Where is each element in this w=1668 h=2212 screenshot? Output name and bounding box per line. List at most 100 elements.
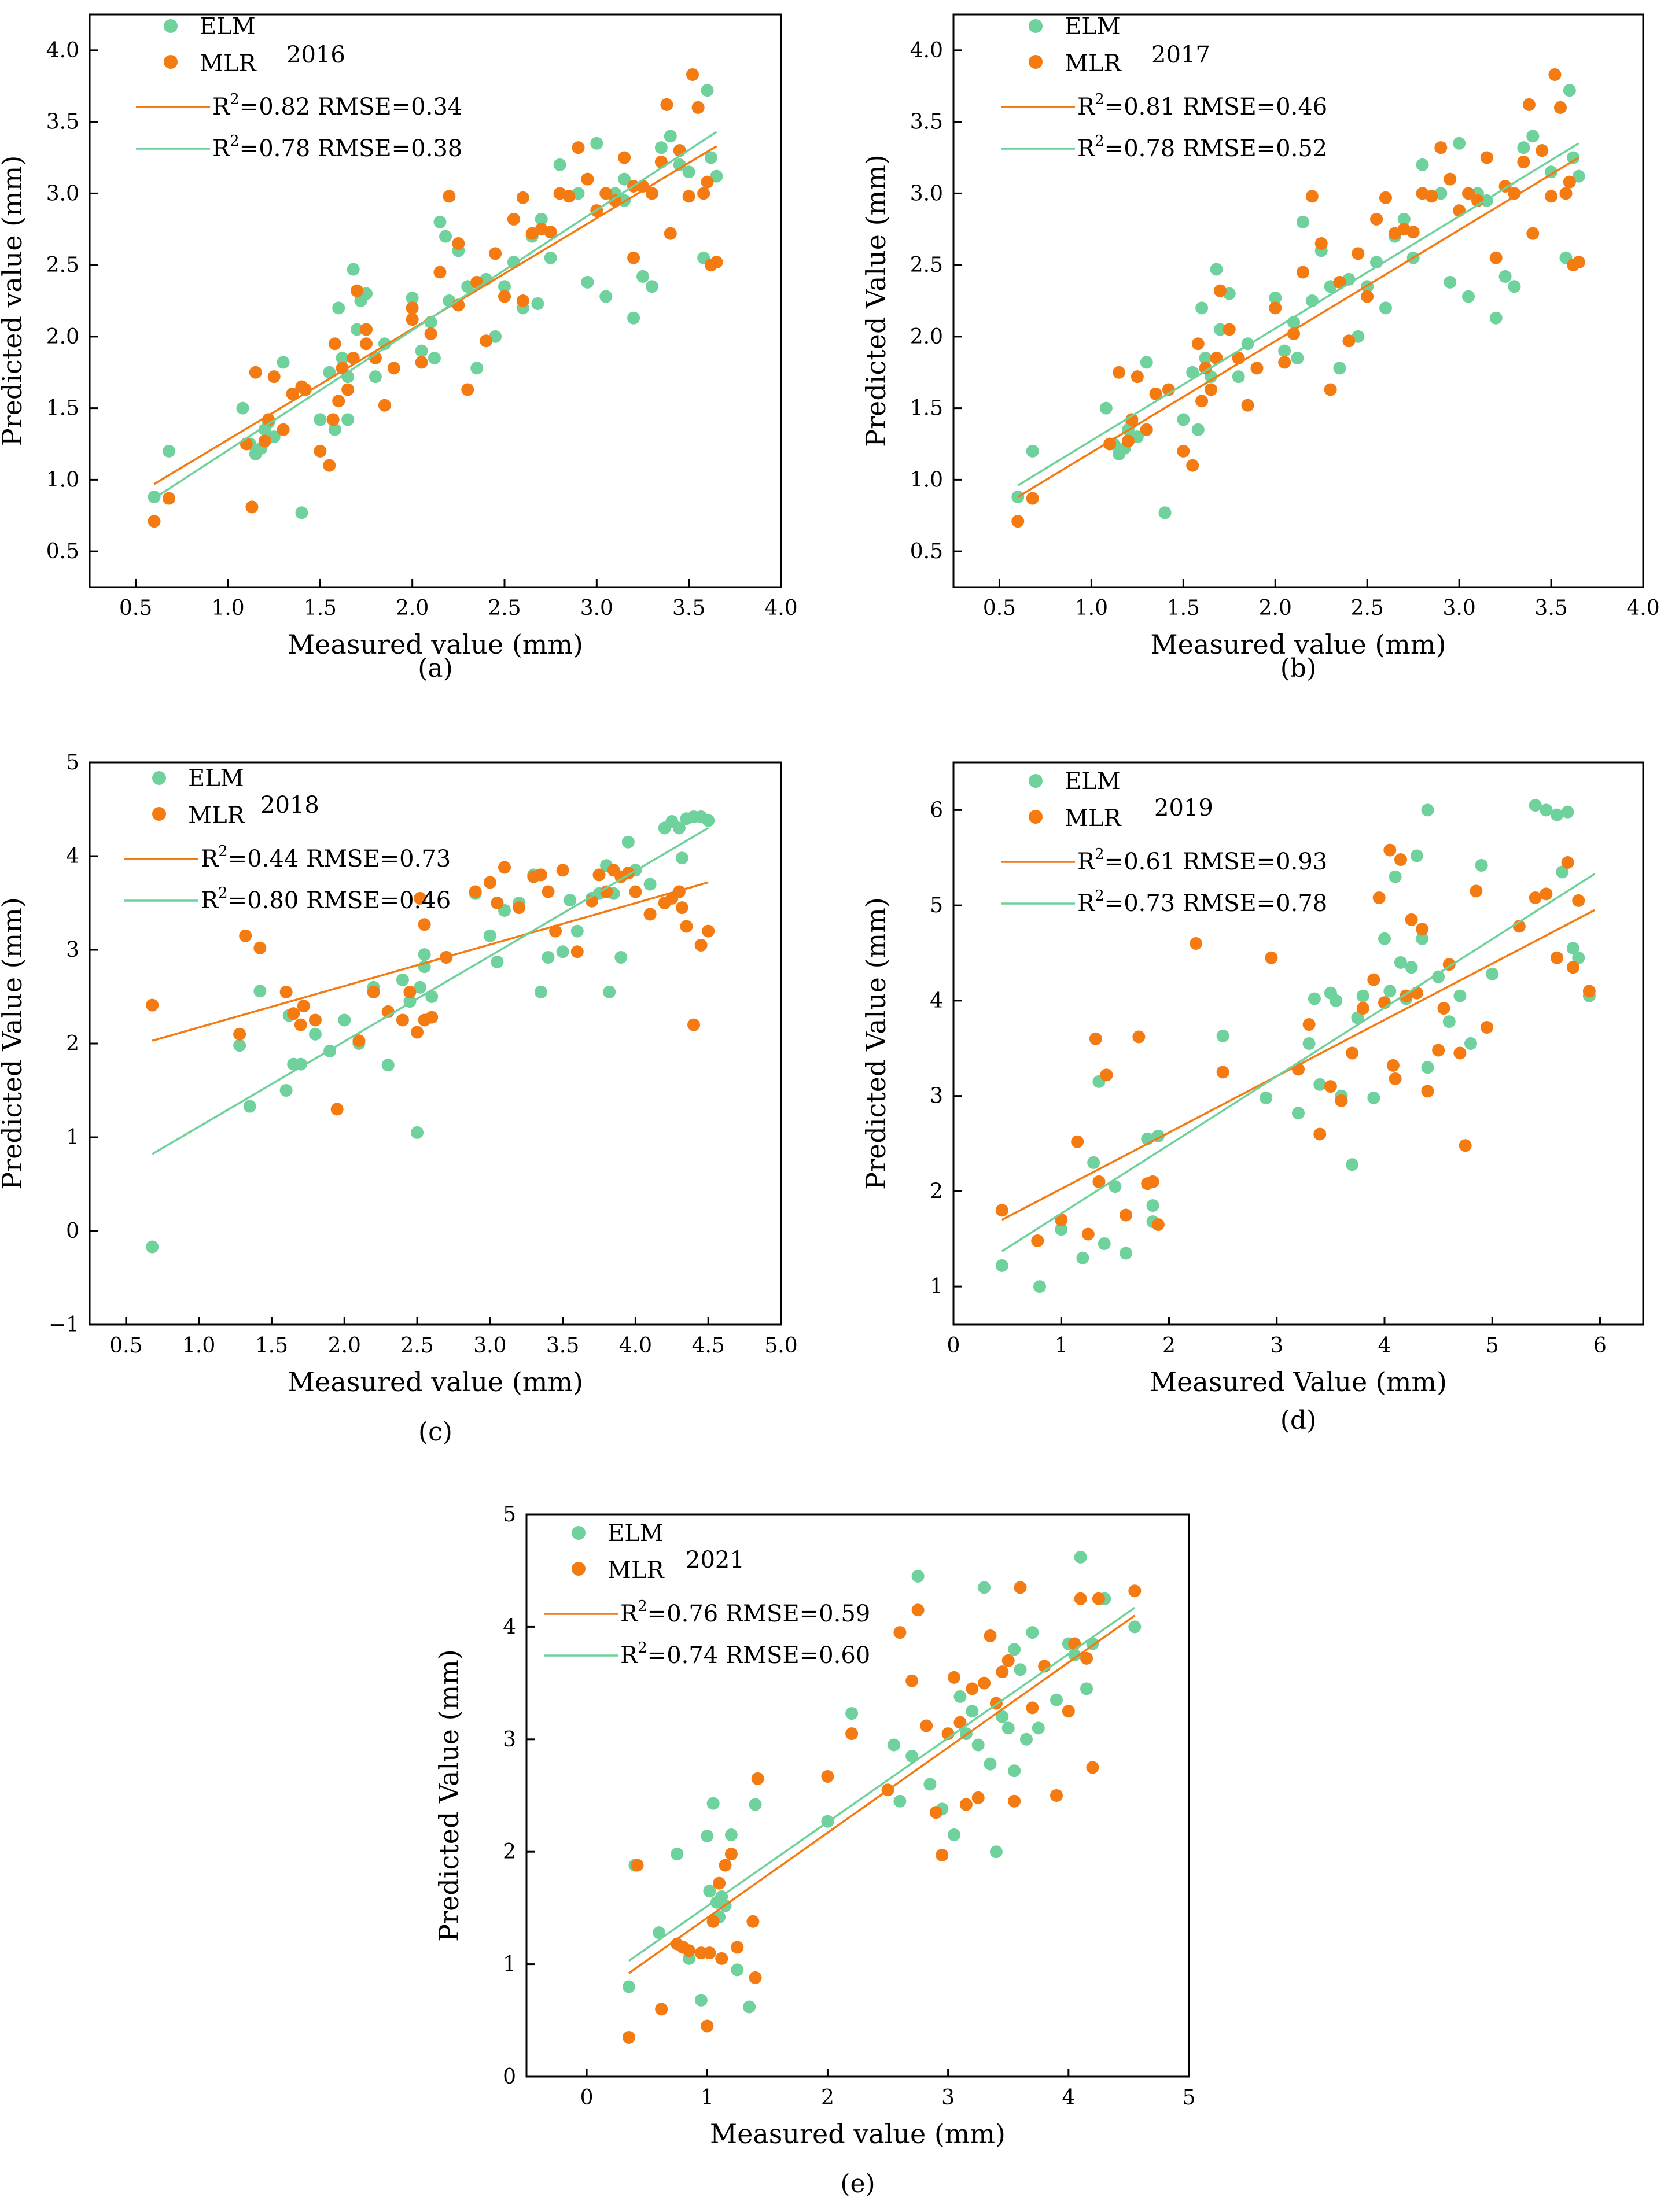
mlr-point [1517, 155, 1530, 168]
elm-point [1556, 865, 1569, 879]
mlr-point [1149, 387, 1162, 400]
mlr-point [249, 366, 262, 379]
mlr-point [498, 861, 511, 874]
elm-point [1278, 344, 1291, 357]
mlr-point [323, 459, 336, 472]
x-tick-label: 0.5 [119, 596, 152, 620]
elm-point [845, 1707, 859, 1720]
mlr-point [1335, 1094, 1348, 1107]
mlr-point [1394, 853, 1407, 867]
mlr-point [1081, 1227, 1095, 1241]
x-tick-label: 3.0 [580, 596, 613, 620]
mlr-point [691, 101, 705, 114]
mlr-point [1026, 492, 1039, 505]
year-label: 2017 [1151, 42, 1210, 68]
elm-point [498, 280, 511, 293]
elm-point [295, 506, 308, 519]
x-axis-label: Measured value (mm) [288, 629, 583, 660]
y-tick-label: 3.0 [910, 182, 943, 205]
x-tick-label: 4 [1062, 2086, 1075, 2110]
mlr-point [489, 247, 502, 260]
mlr-point [1068, 1637, 1081, 1650]
elm-point [1001, 1721, 1015, 1735]
legend-mlr-fit-label: R2=0.76 RMSE=0.59 [620, 1598, 870, 1627]
mlr-point [706, 1915, 720, 1928]
x-tick-label: 1.5 [255, 1334, 288, 1358]
elm-point [966, 1705, 979, 1718]
mlr-point [1302, 1018, 1316, 1031]
year-label: 2018 [260, 792, 319, 819]
elm-fit-line [1017, 142, 1579, 486]
x-axis-label: Measured Value (mm) [1150, 1366, 1447, 1398]
mlr-point [1186, 459, 1199, 472]
legend-elm-fit-label: R2=0.80 RMSE=0.46 [201, 884, 451, 914]
elm-point [1333, 362, 1346, 375]
mlr-point [664, 227, 677, 240]
mlr-point [1561, 856, 1574, 869]
mlr-point [1324, 1080, 1337, 1093]
elm-point [694, 1993, 708, 2007]
mlr-point [1121, 434, 1135, 448]
elm-point [1517, 141, 1530, 154]
elm-point [1405, 961, 1418, 974]
elm-point [1394, 956, 1407, 969]
elm-point [1529, 799, 1542, 812]
mlr-point [1432, 1044, 1445, 1057]
elm-point [1486, 967, 1499, 980]
elm-point [978, 1581, 991, 1594]
mlr-point [1324, 383, 1337, 396]
elm-point [887, 1738, 900, 1752]
y-tick-label: 1.5 [46, 397, 79, 421]
mlr-point [498, 290, 511, 303]
plot-frame [952, 761, 1644, 1326]
mlr-point [609, 194, 622, 207]
mlr-point [396, 1013, 409, 1027]
legend-mlr-label: MLR [188, 802, 246, 829]
x-tick-label: 4.0 [619, 1334, 652, 1358]
elm-point [279, 1084, 293, 1097]
x-tick-label: 3.0 [473, 1334, 506, 1358]
elm-point [1572, 169, 1585, 183]
mlr-point [146, 998, 159, 1012]
elm-point [396, 973, 409, 986]
elm-point [1232, 370, 1245, 384]
legend-elm-marker [1029, 774, 1043, 788]
elm-point [1346, 1158, 1359, 1171]
legend-mlr-fit-label: R2=0.82 RMSE=0.34 [212, 91, 462, 120]
elm-point [328, 423, 341, 436]
mlr-point [341, 383, 355, 396]
elm-point [636, 270, 649, 283]
mlr-point [683, 1944, 696, 1957]
mlr-point [1074, 1592, 1087, 1605]
mlr-point [1559, 187, 1573, 200]
elm-point [1195, 301, 1209, 315]
elm-fit-line [153, 131, 717, 500]
mlr-point [1421, 1085, 1434, 1098]
mlr-point [1572, 894, 1585, 907]
mlr-point [1250, 362, 1264, 375]
mlr-point [418, 1013, 431, 1027]
elm-point [743, 2000, 756, 2014]
legend-mlr-fit-label: R2=0.61 RMSE=0.93 [1077, 846, 1327, 875]
elm-point [381, 1059, 395, 1072]
y-tick-label: 2 [66, 1032, 79, 1056]
mlr-point [1563, 175, 1576, 189]
elm-point [1140, 356, 1153, 369]
elm-point [428, 352, 441, 364]
elm-point [1014, 1663, 1027, 1676]
mlr-point [1100, 1068, 1113, 1082]
elm-point [984, 1757, 997, 1771]
elm-point [702, 814, 715, 827]
mlr-point [821, 1769, 834, 1783]
mlr-point [1416, 923, 1429, 936]
mlr-point [148, 515, 161, 528]
x-tick-label: 0.5 [109, 1334, 142, 1358]
elm-point [1291, 352, 1304, 364]
mlr-point [1191, 337, 1205, 351]
mlr-fit-line [1001, 909, 1595, 1221]
elm-point [905, 1749, 919, 1763]
elm-point [1442, 1015, 1456, 1028]
x-tick-label: 2.5 [1351, 596, 1384, 620]
mlr-point [1551, 951, 1563, 964]
mlr-point [1361, 290, 1374, 303]
